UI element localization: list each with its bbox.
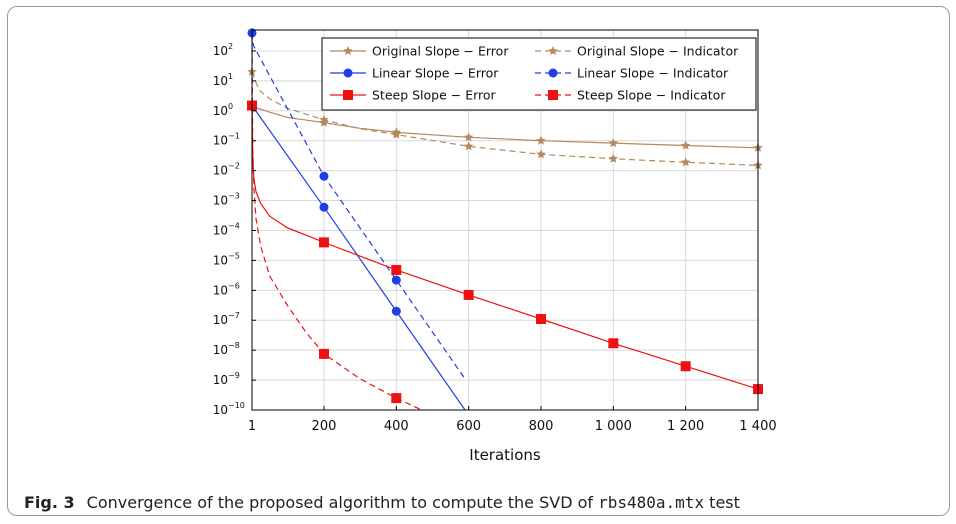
legend-box xyxy=(321,37,757,111)
series-marker-2 xyxy=(319,202,329,212)
series-marker-1 xyxy=(391,129,402,139)
series-marker-1 xyxy=(319,114,329,124)
y-tick-label: 10 xyxy=(213,223,228,237)
legend-label: Linear Slope − Indicator xyxy=(577,66,729,81)
y-tick-label: 10 xyxy=(213,74,228,88)
y-tick-label: 10 xyxy=(213,283,228,297)
figure-label: Fig. 3 xyxy=(24,493,75,512)
y-tick-exponent: −2 xyxy=(228,162,240,171)
series-marker-5 xyxy=(391,393,402,404)
y-tick-exponent: 2 xyxy=(228,42,233,51)
series-marker-0 xyxy=(463,132,474,142)
series-marker-0 xyxy=(608,138,619,148)
y-tick-label: 10 xyxy=(213,104,228,118)
legend-marker xyxy=(343,90,353,100)
x-tick-label: 600 xyxy=(456,419,481,434)
legend-label: Steep Slope − Indicator xyxy=(577,88,726,103)
series-marker-3 xyxy=(391,275,401,285)
legend-marker xyxy=(548,46,558,56)
y-tick-exponent: −6 xyxy=(228,281,240,290)
series-marker-4 xyxy=(535,313,546,324)
series-marker-0 xyxy=(319,117,329,127)
series-marker-1 xyxy=(680,157,691,167)
caption-suffix: test xyxy=(704,493,740,512)
y-tick-exponent: 1 xyxy=(228,72,233,81)
series-marker-1 xyxy=(463,141,474,151)
y-tick-exponent: −8 xyxy=(228,341,240,350)
series-marker-0 xyxy=(536,135,546,145)
series-marker-1 xyxy=(608,153,619,163)
x-tick-label: 1 200 xyxy=(667,419,704,434)
series-marker-3 xyxy=(319,171,329,181)
series-marker-4 xyxy=(608,338,619,349)
y-tick-label: 10 xyxy=(213,44,228,58)
x-tick-label: 200 xyxy=(312,419,337,434)
series-marker-0 xyxy=(680,140,691,150)
y-tick-exponent: −10 xyxy=(228,401,245,410)
caption-text: Convergence of the proposed algorithm to… xyxy=(86,493,599,512)
legend-marker xyxy=(548,68,558,78)
series-marker-1 xyxy=(536,149,546,159)
legend-marker xyxy=(343,46,353,56)
legend-marker xyxy=(548,90,558,100)
legend-label: Original Slope − Indicator xyxy=(577,44,739,59)
y-tick-label: 10 xyxy=(213,253,228,267)
y-tick-label: 10 xyxy=(213,313,228,327)
markers-layer xyxy=(247,28,763,404)
series-marker-4 xyxy=(680,361,691,372)
x-tick-label: 1 000 xyxy=(595,419,632,434)
y-tick-label: 10 xyxy=(213,343,228,357)
series-line-4 xyxy=(252,105,758,390)
series-marker-5 xyxy=(318,348,329,359)
x-tick-label: 1 400 xyxy=(739,419,776,434)
y-tick-exponent: −9 xyxy=(228,371,240,380)
y-tick-label: 10 xyxy=(213,164,228,178)
y-tick-label: 10 xyxy=(213,134,228,148)
y-tick-exponent: −3 xyxy=(228,192,240,201)
caption-filename: rbs480a.mtx xyxy=(598,493,705,512)
plot-area-frame xyxy=(251,29,759,411)
series-line-2 xyxy=(252,105,466,410)
series-marker-2 xyxy=(391,306,401,316)
y-tick-exponent: −5 xyxy=(228,251,240,260)
y-tick-label: 10 xyxy=(213,403,228,417)
legend-label: Steep Slope − Error xyxy=(372,88,497,103)
figure-caption: Fig. 3 Convergence of the proposed algori… xyxy=(24,493,740,512)
y-tick-exponent: −4 xyxy=(228,221,240,230)
series-marker-4 xyxy=(318,237,329,248)
y-tick-exponent: −1 xyxy=(228,132,240,141)
x-tick-label: 800 xyxy=(529,419,554,434)
x-tick-label: 1 xyxy=(248,419,256,434)
series-marker-4 xyxy=(463,289,474,300)
series-line-5 xyxy=(252,30,422,410)
x-axis-label: Iterations xyxy=(469,446,541,464)
series-marker-4 xyxy=(391,264,402,275)
legend-label: Original Slope − Error xyxy=(372,44,509,59)
figure-frame xyxy=(7,6,950,516)
y-tick-label: 10 xyxy=(213,194,228,208)
y-tick-exponent: −7 xyxy=(228,311,240,320)
legend: Original Slope − Error Original Slope − I… xyxy=(321,37,757,111)
series-line-0 xyxy=(252,105,758,149)
x-tick-label: 400 xyxy=(384,419,409,434)
series-line-1 xyxy=(252,71,758,166)
legend-label: Linear Slope − Error xyxy=(372,66,499,81)
legend-marker xyxy=(343,68,353,78)
y-tick-label: 10 xyxy=(213,373,228,387)
y-tick-exponent: 0 xyxy=(228,102,233,111)
